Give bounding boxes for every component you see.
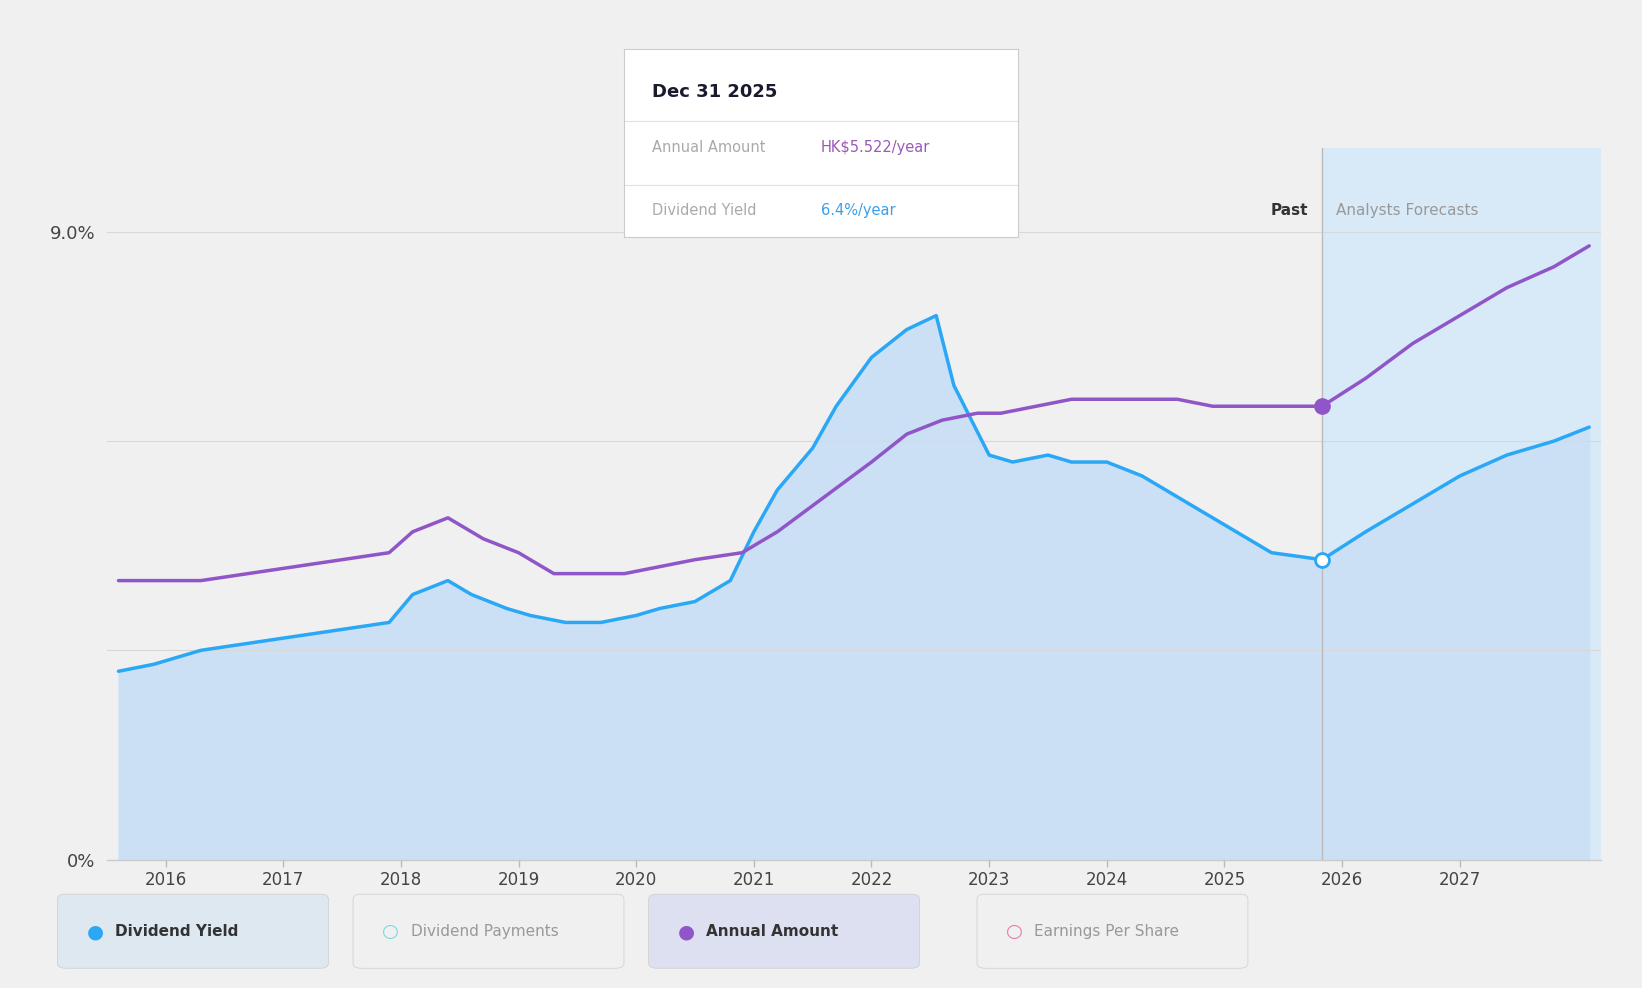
Text: ●: ● (678, 922, 695, 942)
Text: 6.4%/year: 6.4%/year (821, 204, 895, 218)
Text: Past: Past (1271, 203, 1309, 218)
Text: ●: ● (87, 922, 103, 942)
Text: Earnings Per Share: Earnings Per Share (1034, 924, 1179, 940)
Text: Annual Amount: Annual Amount (652, 139, 765, 154)
Text: Dec 31 2025: Dec 31 2025 (652, 83, 777, 101)
Text: Dividend Yield: Dividend Yield (652, 204, 755, 218)
Text: ○: ○ (1007, 922, 1023, 942)
Text: Dividend Payments: Dividend Payments (410, 924, 558, 940)
Text: ○: ○ (383, 922, 399, 942)
Text: HK$5.522/year: HK$5.522/year (821, 139, 931, 154)
Text: Dividend Yield: Dividend Yield (115, 924, 238, 940)
Bar (1322, 148, 1601, 860)
Text: Annual Amount: Annual Amount (706, 924, 839, 940)
Text: Analysts Forecasts: Analysts Forecasts (1337, 203, 1479, 218)
